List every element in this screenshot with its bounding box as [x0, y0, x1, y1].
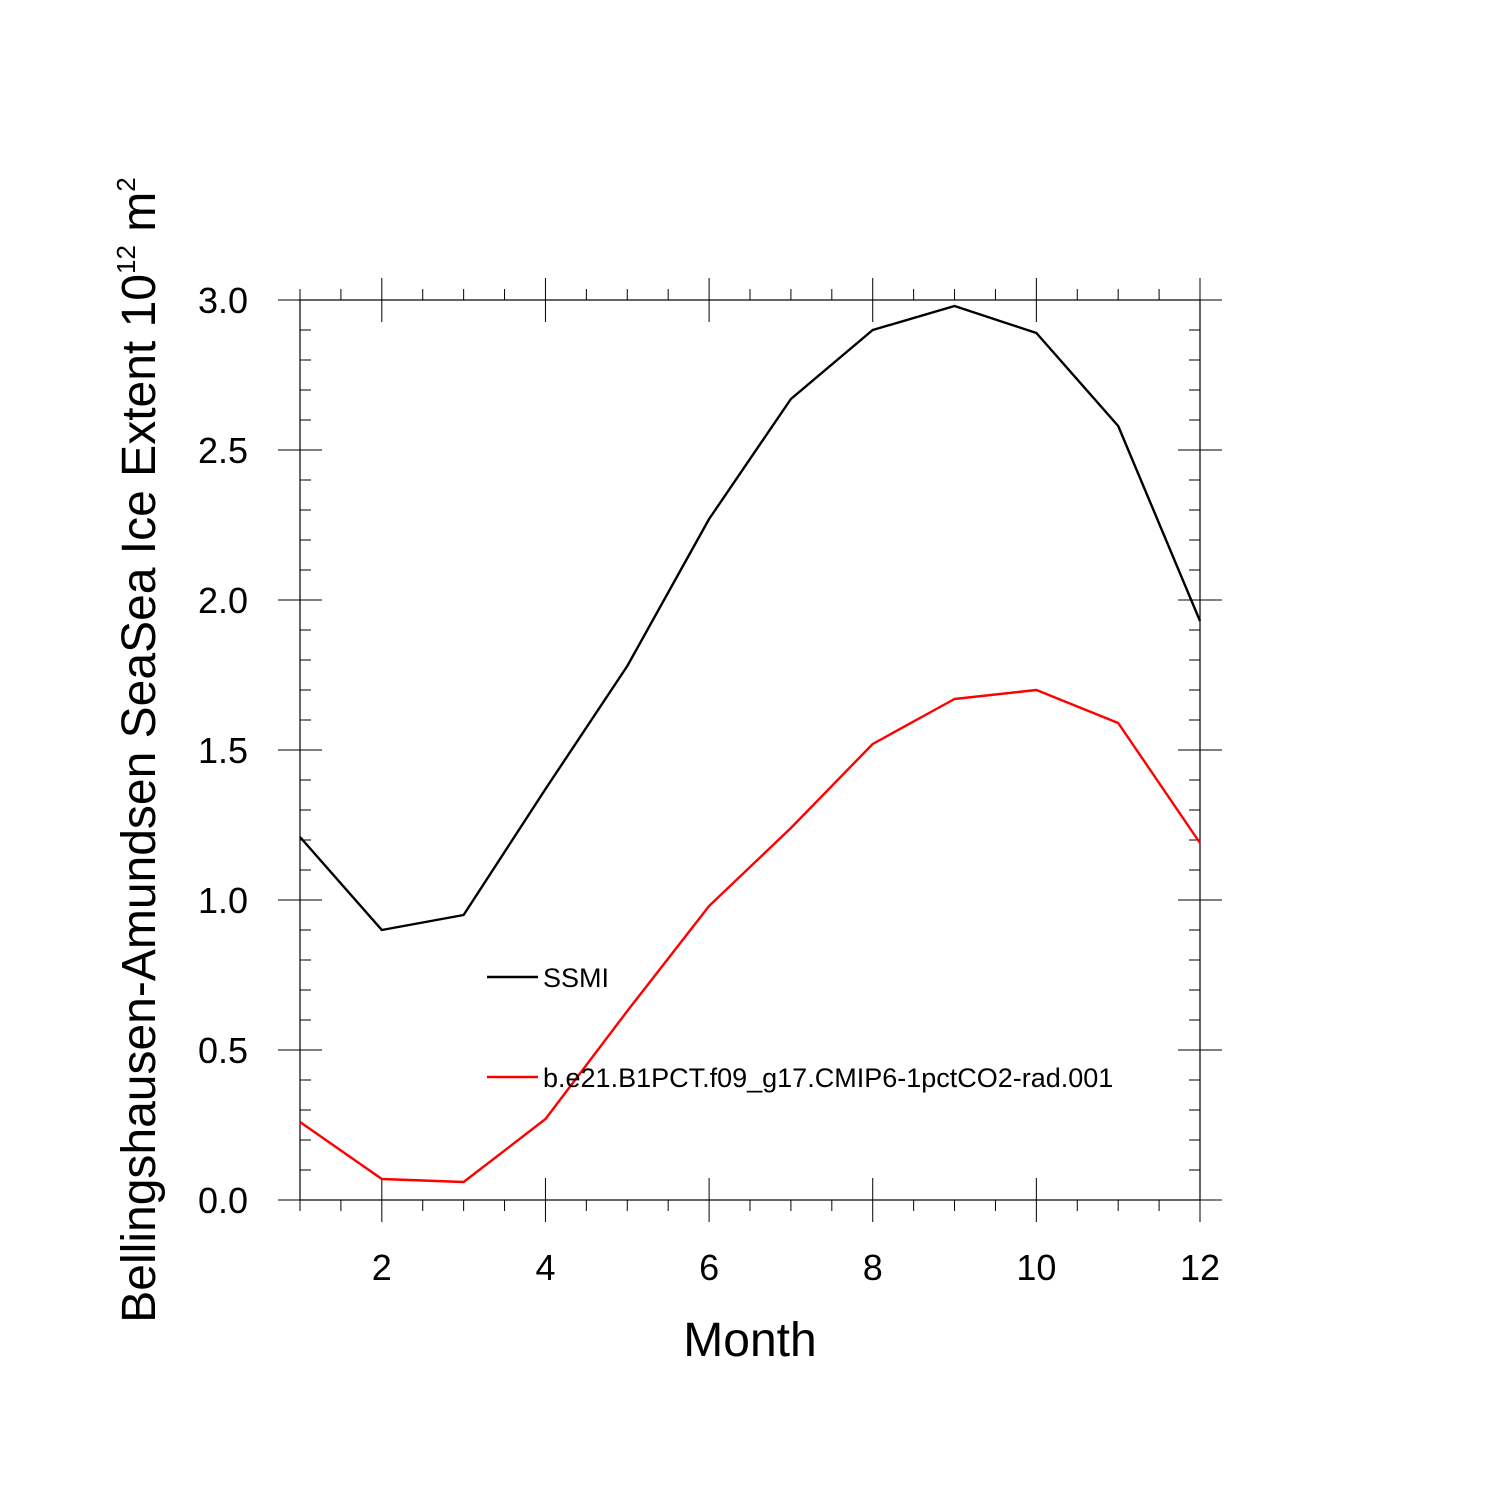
x-tick-label: 2 — [372, 1247, 392, 1288]
legend: SSMI b.e21.B1PCT.f09_g17.CMIP6-1pctCO2-ra… — [487, 963, 1113, 1093]
plot-frame — [299, 299, 1201, 1201]
y-tick-label: 0.5 — [198, 1030, 248, 1071]
y-tick-label: 0.0 — [198, 1180, 248, 1221]
series-layer — [299, 304, 1202, 1184]
y-tick-label: 2.0 — [198, 580, 248, 621]
x-tick-labels: 2 4 6 8 10 12 — [372, 1247, 1220, 1288]
x-axis-title: Month — [683, 1314, 816, 1367]
x-tick-label: 10 — [1016, 1247, 1056, 1288]
y-tick-label: 3.0 — [198, 280, 248, 321]
y-tick-label: 2.5 — [198, 430, 248, 471]
x-tick-label: 4 — [535, 1247, 555, 1288]
y-axis-title: Bellingshausen-Amundsen SeaSea Ice Exten… — [111, 177, 166, 1322]
y-tick-label: 1.5 — [198, 730, 248, 771]
y-tick-label: 1.0 — [198, 880, 248, 921]
series-line-1 — [299, 688, 1201, 1184]
x-tick-label: 6 — [699, 1247, 719, 1288]
legend-label-0: SSMI — [543, 963, 609, 993]
x-tick-label: 12 — [1180, 1247, 1220, 1288]
series-line-0 — [299, 304, 1202, 932]
legend-label-1: b.e21.B1PCT.f09_g17.CMIP6-1pctCO2-rad.00… — [543, 1063, 1113, 1093]
x-tick-label: 8 — [863, 1247, 883, 1288]
y-tick-labels: 0.0 0.5 1.0 1.5 2.0 2.5 3.0 — [198, 280, 248, 1221]
